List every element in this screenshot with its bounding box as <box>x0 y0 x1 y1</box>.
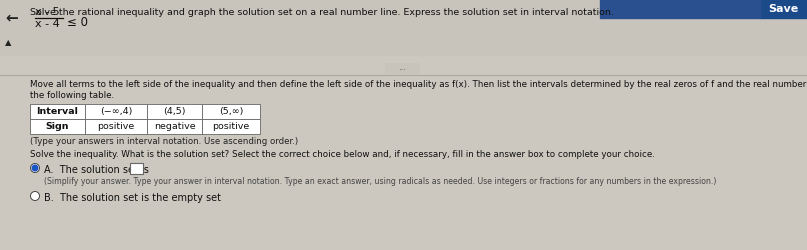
Circle shape <box>32 165 38 171</box>
Bar <box>30 104 85 119</box>
Bar <box>202 104 260 119</box>
Text: x - 5: x - 5 <box>35 7 60 17</box>
Text: ...: ... <box>398 64 406 72</box>
Bar <box>760 0 807 18</box>
Text: ≤ 0: ≤ 0 <box>67 16 88 30</box>
Text: Move all terms to the left side of the inequality and then define the left side : Move all terms to the left side of the i… <box>30 80 807 89</box>
Text: (5,∞): (5,∞) <box>219 107 243 116</box>
Bar <box>202 119 260 134</box>
Bar <box>130 163 143 174</box>
Bar <box>147 104 202 119</box>
Text: Interval: Interval <box>36 107 78 116</box>
Text: positive: positive <box>212 122 249 131</box>
Bar <box>85 104 147 119</box>
Text: (−∞,4): (−∞,4) <box>100 107 132 116</box>
Text: ▲: ▲ <box>5 38 11 47</box>
Text: B.  The solution set is the empty set: B. The solution set is the empty set <box>44 193 221 203</box>
Text: Solve the inequality. What is the solution set? Select the correct choice below : Solve the inequality. What is the soluti… <box>30 150 654 159</box>
Text: A.  The solution set is: A. The solution set is <box>44 165 148 175</box>
Bar <box>0 0 807 55</box>
Text: Solve the rational inequality and graph the solution set on a real number line. : Solve the rational inequality and graph … <box>30 8 614 17</box>
Text: Sign: Sign <box>46 122 69 131</box>
Bar <box>147 119 202 134</box>
Text: Save: Save <box>768 4 798 14</box>
Text: positive: positive <box>98 122 135 131</box>
Bar <box>385 63 419 73</box>
Bar <box>600 0 760 18</box>
Text: x - 4: x - 4 <box>35 19 60 29</box>
Circle shape <box>31 192 40 200</box>
Text: negative: negative <box>153 122 195 131</box>
Circle shape <box>31 164 40 172</box>
Text: the following table.: the following table. <box>30 91 114 100</box>
Bar <box>85 119 147 134</box>
Text: ←: ← <box>5 10 18 25</box>
Text: (Type your answers in interval notation. Use ascending order.): (Type your answers in interval notation.… <box>30 137 298 146</box>
Bar <box>30 119 85 134</box>
Text: (4,5): (4,5) <box>163 107 186 116</box>
Text: (Simplify your answer. Type your answer in interval notation. Type an exact answ: (Simplify your answer. Type your answer … <box>44 177 717 186</box>
